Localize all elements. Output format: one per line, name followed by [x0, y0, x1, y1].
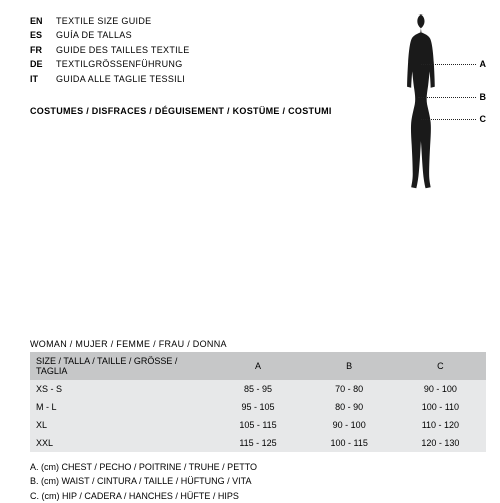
th-size: SIZE / TALLA / TAILLE / GRÖSSE / TAGLIA: [30, 352, 212, 380]
lang-row: DE TEXTILGRÖSSENFÜHRUNG: [30, 57, 332, 71]
table-header-row: SIZE / TALLA / TAILLE / GRÖSSE / TAGLIA …: [30, 352, 486, 380]
lang-code: DE: [30, 57, 48, 71]
lang-code: FR: [30, 43, 48, 57]
cell-a: 95 - 105: [212, 398, 303, 416]
table-row: XS - S 85 - 95 70 - 80 90 - 100: [30, 380, 486, 398]
cell-b: 100 - 115: [304, 434, 395, 452]
marker-c: C: [421, 114, 487, 124]
cell-b: 70 - 80: [304, 380, 395, 398]
lang-code: EN: [30, 14, 48, 28]
table-row: XXL 115 - 125 100 - 115 120 - 130: [30, 434, 486, 452]
legend-c: C. (cm) HIP / CADERA / HANCHES / HÜFTE /…: [30, 489, 486, 503]
language-list: EN TEXTILE SIZE GUIDE ES GUÍA DE TALLAS …: [30, 14, 332, 86]
cell-c: 110 - 120: [395, 416, 486, 434]
lang-text: GUIDE DES TAILLES TEXTILE: [56, 43, 190, 57]
cell-size: XL: [30, 416, 212, 434]
size-table: SIZE / TALLA / TAILLE / GRÖSSE / TAGLIA …: [30, 352, 486, 452]
cell-size: XS - S: [30, 380, 212, 398]
cell-c: 120 - 130: [395, 434, 486, 452]
cell-b: 80 - 90: [304, 398, 395, 416]
cell-size: XXL: [30, 434, 212, 452]
marker-b: B: [418, 92, 487, 102]
th-a: A: [212, 352, 303, 380]
lang-text: GUÍA DE TALLAS: [56, 28, 132, 42]
cell-b: 90 - 100: [304, 416, 395, 434]
cell-size: M - L: [30, 398, 212, 416]
lang-row: ES GUÍA DE TALLAS: [30, 28, 332, 42]
lang-text: TEXTILE SIZE GUIDE: [56, 14, 151, 28]
th-b: B: [304, 352, 395, 380]
cell-a: 115 - 125: [212, 434, 303, 452]
th-c: C: [395, 352, 486, 380]
legend: A. (cm) CHEST / PECHO / POITRINE / TRUHE…: [30, 460, 486, 503]
woman-label: WOMAN / MUJER / FEMME / FRAU / DONNA: [30, 339, 486, 349]
lang-row: EN TEXTILE SIZE GUIDE: [30, 14, 332, 28]
marker-a: A: [421, 59, 487, 69]
cell-a: 105 - 115: [212, 416, 303, 434]
cell-c: 90 - 100: [395, 380, 486, 398]
costumes-header: COSTUMES / DISFRACES / DÉGUISEMENT / KOS…: [30, 106, 332, 116]
cell-c: 100 - 110: [395, 398, 486, 416]
lang-text: GUIDA ALLE TAGLIE TESSILI: [56, 72, 185, 86]
lang-text: TEXTILGRÖSSENFÜHRUNG: [56, 57, 183, 71]
legend-b: B. (cm) WAIST / CINTURA / TAILLE / HÜFTU…: [30, 474, 486, 488]
legend-a: A. (cm) CHEST / PECHO / POITRINE / TRUHE…: [30, 460, 486, 474]
lang-row: IT GUIDA ALLE TAGLIE TESSILI: [30, 72, 332, 86]
table-row: M - L 95 - 105 80 - 90 100 - 110: [30, 398, 486, 416]
cell-a: 85 - 95: [212, 380, 303, 398]
table-row: XL 105 - 115 90 - 100 110 - 120: [30, 416, 486, 434]
lang-code: IT: [30, 72, 48, 86]
lang-row: FR GUIDE DES TAILLES TEXTILE: [30, 43, 332, 57]
lang-code: ES: [30, 28, 48, 42]
silhouette-diagram: A B C: [392, 14, 486, 219]
